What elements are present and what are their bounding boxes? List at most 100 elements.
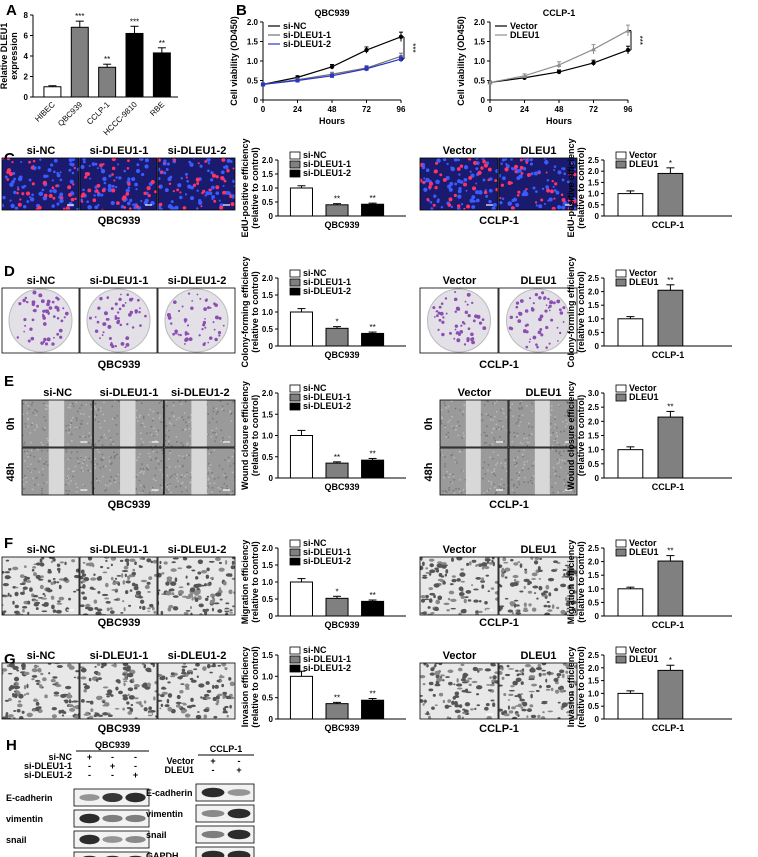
- edu-positive-cell: [63, 207, 66, 210]
- migrated-cell: [553, 560, 559, 563]
- cell-texture: [168, 466, 171, 468]
- migrated-cell: [442, 699, 446, 704]
- cell-texture: [69, 407, 71, 409]
- cell-texture: [211, 491, 213, 493]
- migrated-cell: [481, 566, 485, 570]
- legend-label: DLEU1: [629, 654, 659, 664]
- migrated-cell: [484, 600, 488, 605]
- y-tick-label: 1.5: [262, 170, 274, 179]
- cell-texture: [94, 402, 97, 404]
- cell-texture: [574, 436, 576, 439]
- blot-condition-label: si-NC: [48, 752, 72, 762]
- cell-texture: [481, 413, 483, 416]
- migrated-cell: [485, 574, 490, 577]
- migrated-cell: [540, 716, 546, 719]
- colony: [201, 327, 204, 331]
- significance-mark: **: [369, 591, 375, 600]
- cell-nucleus: [69, 179, 74, 184]
- cell-texture: [189, 435, 192, 437]
- edu-positive-cell: [28, 160, 31, 164]
- cell-texture: [492, 402, 494, 405]
- cell-texture: [30, 471, 32, 473]
- migrated-cell: [41, 557, 45, 560]
- colony: [540, 333, 544, 337]
- edu-positive-cell: [213, 199, 217, 203]
- edu-positive-cell: [553, 197, 556, 200]
- cell-texture: [558, 404, 560, 406]
- y-tick-label: 0.5: [262, 325, 274, 334]
- colony: [110, 307, 114, 311]
- bar: [289, 311, 313, 347]
- migrated-cell: [185, 610, 191, 612]
- cell-texture: [483, 431, 486, 434]
- migrated-cell: [90, 708, 94, 712]
- migrated-cell: [224, 668, 228, 671]
- cell-texture: [182, 444, 184, 446]
- cell-texture: [114, 481, 117, 483]
- cell-nucleus: [488, 199, 492, 204]
- cell-nucleus: [170, 206, 175, 210]
- edu-positive-cell: [19, 198, 22, 201]
- data-point: [556, 69, 562, 75]
- migrated-cell: [524, 664, 532, 668]
- migrated-cell: [534, 557, 540, 561]
- migrated-cell: [39, 584, 44, 590]
- cell-nucleus: [123, 169, 127, 173]
- cell-texture: [27, 467, 29, 470]
- legend-label: si-NC: [303, 538, 327, 548]
- cell-nucleus: [430, 207, 434, 210]
- colony: [437, 311, 441, 315]
- migrated-cell: [190, 697, 194, 702]
- edu-positive-cell: [567, 199, 571, 202]
- cell-texture: [115, 477, 117, 480]
- colony: [466, 303, 469, 306]
- colony: [170, 322, 173, 325]
- migrated-cell: [41, 603, 47, 607]
- migrated-cell: [105, 559, 108, 563]
- cell-texture: [104, 420, 106, 422]
- migrated-cell: [109, 610, 115, 614]
- migrated-cell: [473, 588, 479, 591]
- y-tick-label: 0: [595, 342, 600, 351]
- edu-positive-cell: [99, 163, 103, 168]
- legend-swatch: [289, 646, 301, 655]
- colony: [214, 337, 218, 342]
- migrated-cell: [134, 697, 139, 700]
- cell-texture: [29, 470, 31, 472]
- cell-texture: [43, 416, 45, 418]
- cell-texture: [504, 462, 506, 465]
- migrated-cell: [143, 700, 147, 704]
- colony: [529, 338, 532, 341]
- edu-positive-cell: [67, 185, 72, 190]
- migrated-cell: [530, 714, 537, 719]
- migrated-cell: [554, 681, 559, 685]
- migrated-cell: [461, 681, 469, 684]
- cell-texture: [33, 448, 35, 450]
- colony: [543, 296, 547, 300]
- colony: [38, 293, 43, 298]
- cell-texture: [80, 404, 83, 406]
- migrated-cell: [66, 694, 73, 699]
- cell-texture: [505, 416, 507, 418]
- cell-texture: [527, 481, 529, 483]
- migrated-cell: [205, 608, 210, 611]
- cell-texture: [517, 418, 520, 421]
- cell-texture: [183, 412, 186, 414]
- cell-nucleus: [144, 158, 149, 163]
- blot-condition-label: si-DLEU1-2: [24, 770, 72, 780]
- migrated-cell: [503, 710, 508, 715]
- cell-nucleus: [129, 198, 133, 203]
- migrated-cell: [528, 690, 535, 693]
- migrated-cell: [19, 715, 24, 719]
- migrated-cell: [570, 600, 577, 605]
- cell-nucleus: [543, 158, 547, 160]
- migrated-cell: [56, 567, 61, 571]
- migrated-cell: [127, 693, 130, 697]
- cell-texture: [115, 424, 118, 426]
- migrated-cell: [519, 698, 525, 702]
- migrated-cell: [186, 582, 190, 586]
- blot-condition-mark: -: [111, 770, 114, 780]
- cell-texture: [45, 419, 47, 422]
- migrated-cell: [74, 574, 79, 577]
